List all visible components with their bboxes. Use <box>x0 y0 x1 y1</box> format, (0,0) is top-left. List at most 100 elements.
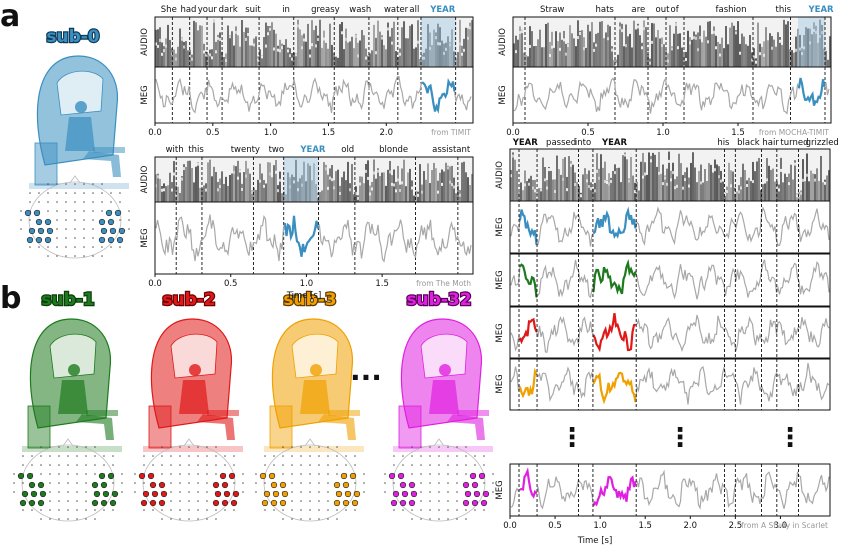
sub-32-sensor <box>474 455 476 457</box>
timit-spectrogram-bin <box>353 48 355 67</box>
moth-spectrogram-band <box>263 184 265 188</box>
scarlet-spectrogram-bin <box>526 181 528 201</box>
sub-3-selected-sensor <box>344 490 352 498</box>
sub-1-sensor <box>22 464 24 466</box>
mocha-spectrogram-band <box>577 36 579 40</box>
scarlet-spectrogram-bin <box>790 164 792 201</box>
sub-2-sensor <box>188 500 190 502</box>
sub-32-sensor <box>438 473 440 475</box>
sub-3-sensor <box>318 482 320 484</box>
mocha-spectrogram-bin <box>781 44 783 67</box>
moth-spectrogram-band <box>217 188 219 192</box>
timit-spectrogram-bin <box>203 43 205 67</box>
moth-spectrogram-bin <box>415 190 417 202</box>
mocha-spectrogram-bin <box>813 22 815 68</box>
mocha-spectrogram-bin <box>731 22 733 67</box>
scarlet-audio-label: AUDIO <box>495 161 505 189</box>
moth-spectrogram-bin <box>467 177 469 202</box>
mocha-spectrogram-bin <box>547 22 549 67</box>
sub-1-sensor <box>85 473 87 475</box>
timit-spectrogram-bin <box>215 41 217 67</box>
sub-1-sensor <box>112 509 114 511</box>
mocha-spectrogram-bin <box>545 23 547 67</box>
sub-0-sensor <box>74 246 76 248</box>
sub-3-sensor <box>327 509 329 511</box>
sub-1-sensor <box>103 464 105 466</box>
mocha-spectrogram-bin <box>605 32 607 67</box>
sub-0-sensor <box>92 219 94 221</box>
moth-spectrogram-bin <box>461 162 463 202</box>
scarlet-spectrogram-band <box>548 168 550 172</box>
mocha-spectrogram-bin <box>645 27 647 67</box>
scarlet-spectrogram-band <box>596 169 598 173</box>
sub-0-sensor <box>56 228 58 230</box>
mocha-spectrogram-band <box>707 40 709 44</box>
scarlet-spectrogram-bin <box>564 157 566 201</box>
sub-0-sensor <box>38 192 40 194</box>
scarlet-spectrogram-bin <box>540 188 542 201</box>
mocha-word: are <box>632 5 646 15</box>
timit-spectrogram-band <box>421 56 423 60</box>
mocha-word: out <box>656 5 671 15</box>
timit-spectrogram-bin <box>333 53 335 67</box>
sub-2-selected-sensor <box>219 472 227 480</box>
sub-32-selected-sensor <box>408 481 416 489</box>
timit-spectrogram-band <box>455 55 457 59</box>
sub-1-sensor <box>40 455 42 457</box>
scarlet-spectrogram-bin <box>670 170 672 201</box>
sub-1-sensor <box>58 446 60 448</box>
sub-2-sensor <box>134 491 136 493</box>
scarlet-spectrogram-bin <box>748 177 750 201</box>
sub-0-sensor <box>92 210 94 212</box>
sub-0-sensor <box>29 192 31 194</box>
sub-1-sensor <box>58 482 60 484</box>
sub-2-sensor <box>197 482 199 484</box>
sub-3-sensor <box>363 491 365 493</box>
moth-spectrogram-band <box>389 170 391 174</box>
sub-32-sensor <box>429 518 431 520</box>
sub-3-sensor <box>327 491 329 493</box>
moth-spectrogram-bin <box>237 160 239 202</box>
sub-0-chair-base <box>34 142 58 186</box>
scarlet-spectrogram-bin <box>620 182 622 201</box>
scarlet-spectrogram-bin <box>640 161 642 201</box>
scarlet-row-0-meg-trace <box>510 206 830 247</box>
sub-1-selected-sensor <box>19 499 27 507</box>
scarlet-spectrogram-bin <box>788 173 790 201</box>
mocha-spectrogram-band <box>801 52 803 56</box>
timit-spectrogram-band <box>311 43 313 47</box>
scarlet-spectrogram-bin <box>774 181 776 201</box>
sub-2-sensor <box>188 509 190 511</box>
scarlet-spectrogram-bin <box>772 168 774 201</box>
timit-meg-trace-highlight <box>421 77 456 114</box>
mocha-spectrogram-bin <box>557 41 559 67</box>
scarlet-meg-row-frame <box>509 200 831 254</box>
sub-3-chair-base <box>269 405 293 449</box>
mocha-spectrogram-bin <box>825 50 827 67</box>
moth-spectrogram-bin <box>283 191 285 202</box>
scarlet-word: grizzled <box>806 138 839 148</box>
moth-word: two <box>269 145 285 155</box>
mocha-spectrogram-band <box>677 46 679 50</box>
sub-32-sensor <box>429 473 431 475</box>
moth-spectrogram-bin <box>391 175 393 202</box>
sub-0-armrest <box>93 147 125 153</box>
moth-spectrogram-band <box>237 176 239 180</box>
sub-1-selected-sensor <box>91 499 99 507</box>
scarlet-xlabel: Time [s] <box>577 536 613 546</box>
mocha-meg-trace <box>513 77 830 115</box>
sub-3-sensor <box>327 473 329 475</box>
sub-2-sensor <box>206 518 208 520</box>
timit-spectrogram-bin <box>237 35 239 67</box>
moth-spectrogram-bin <box>383 172 385 202</box>
scarlet-spectrogram-band <box>590 187 592 191</box>
mocha-spectrogram-bin <box>591 22 593 68</box>
timit-spectrogram-bin <box>433 29 435 67</box>
sub-3-selected-sensor <box>261 499 269 507</box>
mocha-spectrogram-bin <box>677 33 679 67</box>
sub-3-selected-sensor <box>349 472 357 480</box>
sub-1-sensor <box>49 455 51 457</box>
timit-word: wash <box>349 5 371 15</box>
mocha-spectrogram-band <box>697 48 699 52</box>
sub-3-sensor <box>291 482 293 484</box>
